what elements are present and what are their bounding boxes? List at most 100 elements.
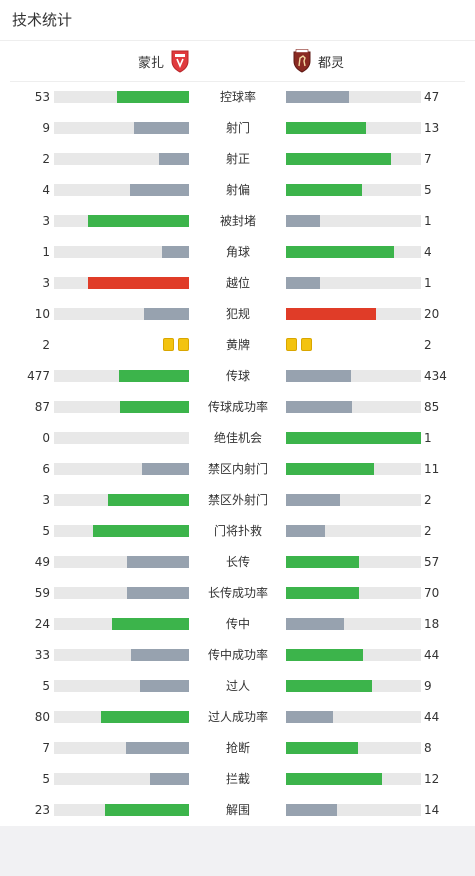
away-stat-value: 14: [424, 803, 440, 817]
away-stat-value: 44: [424, 710, 440, 724]
yellow-card-icon: [163, 338, 174, 351]
stat-row: 9 射门 13: [0, 112, 475, 143]
divider: [10, 81, 465, 82]
away-stat-bar-track: [286, 91, 421, 103]
torino-crest-icon: [293, 49, 311, 73]
away-stat-bar-fill: [286, 432, 421, 444]
stat-label: 射偏: [225, 183, 250, 197]
stat-row: 5 过人 9: [0, 670, 475, 701]
home-stat-value: 33: [34, 648, 50, 662]
away-stat-bar-track: [286, 680, 421, 692]
stat-label: 黄牌: [225, 338, 250, 352]
stat-row: 7 抢断 8: [0, 732, 475, 763]
away-yellow-cards: [286, 338, 312, 352]
away-team[interactable]: 都灵: [292, 48, 344, 74]
stat-row: 477 传球 434: [0, 360, 475, 391]
stat-label: 射正: [225, 152, 250, 166]
home-stat-value: 3: [42, 214, 50, 228]
away-stat-bar-track: [286, 401, 421, 413]
home-stat-bar-track: [54, 308, 189, 320]
stat-row: 53 控球率 47: [0, 81, 475, 112]
home-stat-bar-fill: [112, 618, 189, 630]
stat-row: 59 长传成功率 70: [0, 577, 475, 608]
away-stat-bar-fill: [286, 91, 350, 103]
home-stat-bar-fill: [87, 215, 189, 227]
home-stat-bar-track: [54, 494, 189, 506]
home-stat-value: 0: [42, 431, 50, 445]
away-stat-value: 13: [424, 121, 440, 135]
home-stat-bar-fill: [125, 742, 189, 754]
stat-label: 禁区内射门: [207, 462, 268, 476]
home-stat-bar-track: [54, 91, 189, 103]
home-stat-bar-fill: [159, 153, 189, 165]
stat-row: 24 传中 18: [0, 608, 475, 639]
home-stat-bar-fill: [149, 773, 189, 785]
away-stat-value: 11: [424, 462, 440, 476]
stat-label: 拦截: [225, 772, 250, 786]
stat-row: 5 拦截 12: [0, 763, 475, 794]
home-stat-value: 3: [42, 493, 50, 507]
home-stat-bar-fill: [108, 494, 189, 506]
home-stat-value: 477: [27, 369, 50, 383]
away-stat-bar-track: [286, 153, 421, 165]
stat-label: 射门: [225, 121, 250, 135]
stat-row: 10 犯规 20: [0, 298, 475, 329]
away-stat-value: 20: [424, 307, 440, 321]
away-stat-bar-fill: [286, 773, 382, 785]
home-stat-value: 6: [42, 462, 50, 476]
away-stat-bar-track: [286, 556, 421, 568]
stat-label: 长传成功率: [207, 586, 268, 600]
home-team-name: 蒙扎: [138, 55, 165, 71]
stat-label: 门将扑救: [213, 524, 262, 538]
stat-label: 传球: [225, 369, 250, 383]
home-stat-value: 5: [42, 772, 50, 786]
away-stat-bar-track: [286, 804, 421, 816]
home-stat-bar-fill: [120, 401, 189, 413]
home-team[interactable]: 蒙扎: [138, 48, 190, 74]
away-stat-bar-fill: [286, 525, 326, 537]
home-stat-value: 59: [34, 586, 50, 600]
home-stat-bar-track: [54, 556, 189, 568]
home-stat-value: 9: [42, 121, 50, 135]
home-stat-value: 3: [42, 276, 50, 290]
home-stat-bar-fill: [162, 246, 189, 258]
away-stat-bar-track: [286, 525, 421, 537]
stat-label: 被封堵: [219, 214, 256, 228]
stat-row: 80 过人成功率 44: [0, 701, 475, 732]
stat-label: 角球: [225, 245, 250, 259]
home-stat-bar-track: [54, 401, 189, 413]
stat-label: 传球成功率: [207, 400, 268, 414]
away-stat-bar-fill: [286, 711, 334, 723]
stat-label: 长传: [225, 555, 250, 569]
home-stat-bar-track: [54, 711, 189, 723]
stat-row: 6 禁区内射门 11: [0, 453, 475, 484]
away-stat-value: 1: [424, 214, 432, 228]
stat-label: 控球率: [219, 90, 256, 104]
home-stat-value: 80: [34, 710, 50, 724]
away-stat-value: 9: [424, 679, 432, 693]
away-stat-bar-fill: [286, 122, 366, 134]
away-stat-value: 2: [424, 524, 432, 538]
stat-row: 87 传球成功率 85: [0, 391, 475, 422]
away-stat-bar-fill: [286, 587, 359, 599]
home-stat-bar-track: [54, 525, 189, 537]
away-stat-bar-fill: [286, 742, 358, 754]
home-stat-bar-fill: [144, 308, 189, 320]
away-stat-bar-track: [286, 587, 421, 599]
away-stat-value: 57: [424, 555, 440, 569]
away-stat-bar-fill: [286, 277, 320, 289]
home-stat-bar-track: [54, 587, 189, 599]
stat-row: 5 门将扑救 2: [0, 515, 475, 546]
home-yellow-cards: [163, 338, 189, 352]
away-stat-value: 2: [424, 493, 432, 507]
away-stat-bar-fill: [286, 618, 345, 630]
stat-row: 23 解围 14: [0, 794, 475, 825]
away-stat-bar-fill: [286, 401, 353, 413]
away-stat-value: 4: [424, 245, 432, 259]
home-stat-bar-track: [54, 773, 189, 785]
stat-label: 越位: [225, 276, 250, 290]
away-stat-bar-track: [286, 494, 421, 506]
home-stat-bar-track: [54, 680, 189, 692]
home-stat-bar-fill: [126, 556, 189, 568]
away-team-name: 都灵: [318, 55, 345, 71]
